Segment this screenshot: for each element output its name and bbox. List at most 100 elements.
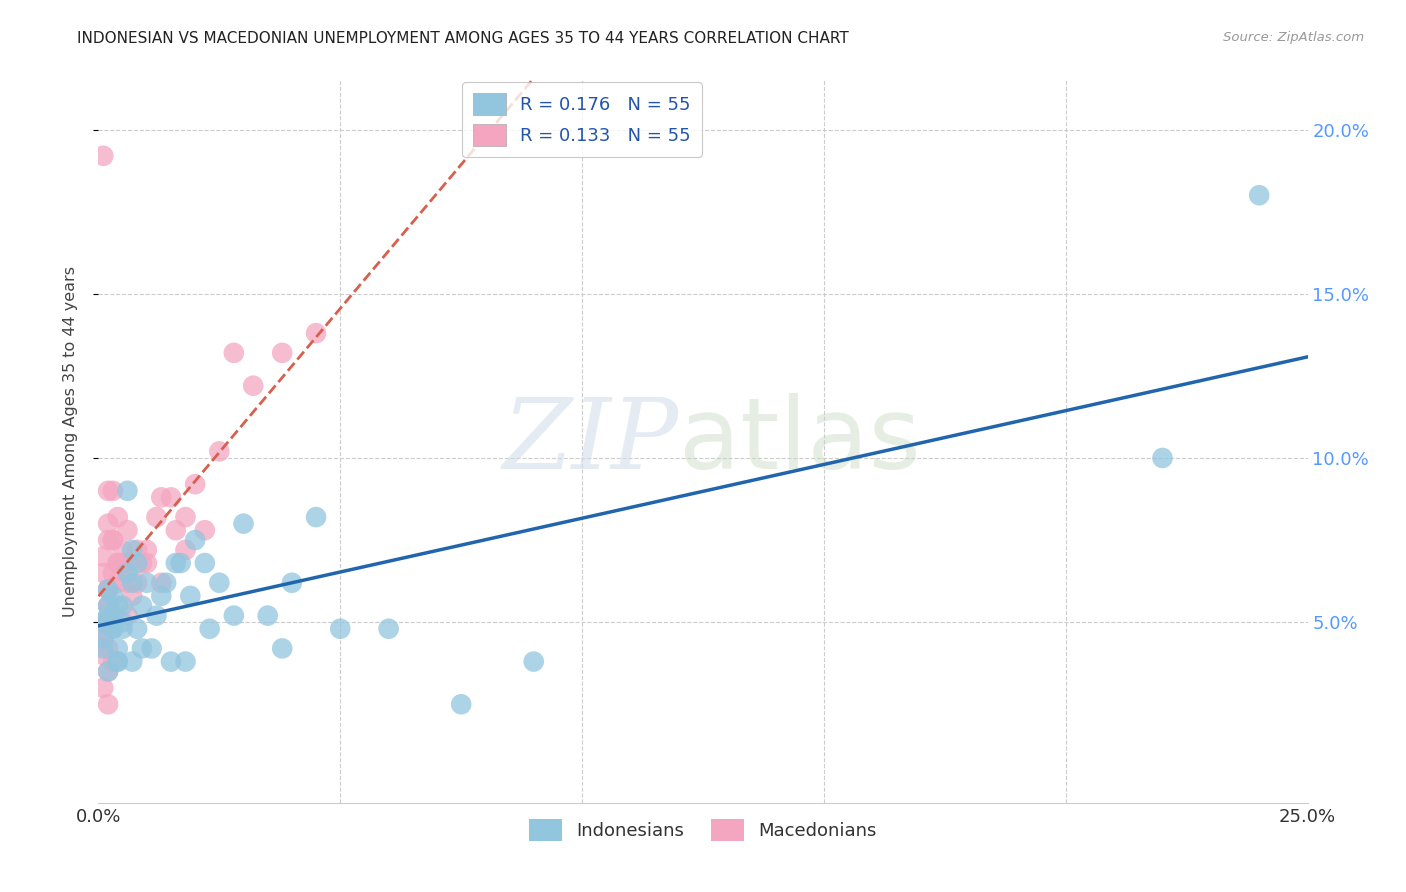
Point [165,556,187,570]
Point [127,575,149,590]
Point [165,523,187,537]
Point [101,589,124,603]
Point [135,542,157,557]
Point [150,575,173,590]
Point [174,510,197,524]
Point [91,615,114,630]
Point [97,582,120,597]
Point [117,523,139,537]
Point [117,556,139,570]
Point [450,698,472,712]
Point [111,542,134,557]
Text: INDONESIAN VS MACEDONIAN UNEMPLOYMENT AMONG AGES 35 TO 44 YEARS CORRELATION CHAR: INDONESIAN VS MACEDONIAN UNEMPLOYMENT AM… [77,31,849,46]
Point [97,608,120,623]
Point [155,575,177,590]
Point [377,622,399,636]
Point [160,491,183,505]
Point [305,326,328,340]
Point [127,556,149,570]
Point [107,655,129,669]
Point [271,641,294,656]
Point [150,491,173,505]
Point [523,655,546,669]
Point [208,444,231,458]
Point [305,510,328,524]
Point [91,632,114,646]
Point [127,622,149,636]
Point [1152,450,1174,465]
Point [97,698,120,712]
Point [101,655,124,669]
Point [184,477,207,491]
Point [91,566,114,580]
Point [107,575,129,590]
Point [198,622,221,636]
Point [131,556,153,570]
Point [150,589,173,603]
Point [97,665,120,679]
Point [222,346,245,360]
Point [91,648,114,662]
Text: Source: ZipAtlas.com: Source: ZipAtlas.com [1223,31,1364,45]
Point [141,641,163,656]
Point [169,556,191,570]
Point [111,599,134,613]
Point [145,608,167,623]
Point [107,599,129,613]
Point [1249,188,1271,202]
Point [107,510,129,524]
Point [97,516,120,531]
Point [194,523,217,537]
Point [101,533,124,547]
Point [101,533,124,547]
Point [117,483,139,498]
Point [117,575,139,590]
Point [97,533,120,547]
Point [91,615,114,630]
Point [222,608,245,623]
Point [91,681,114,695]
Point [131,599,153,613]
Point [329,622,352,636]
Point [97,599,120,613]
Point [97,615,120,630]
Point [97,665,120,679]
Point [121,542,143,557]
Point [107,641,129,656]
Y-axis label: Unemployment Among Ages 35 to 44 years: Unemployment Among Ages 35 to 44 years [63,266,77,617]
Point [111,556,134,570]
Point [179,589,201,603]
Point [271,346,294,360]
Point [121,655,143,669]
Point [101,566,124,580]
Point [107,655,129,669]
Point [145,510,167,524]
Point [97,599,120,613]
Point [174,542,197,557]
Text: ZIP: ZIP [502,394,679,489]
Point [121,575,143,590]
Point [135,556,157,570]
Point [256,608,278,623]
Point [121,589,143,603]
Point [97,599,120,613]
Point [174,655,197,669]
Point [107,556,129,570]
Point [91,641,114,656]
Point [97,641,120,656]
Point [208,575,231,590]
Point [101,615,124,630]
Point [117,608,139,623]
Point [184,533,207,547]
Point [242,378,264,392]
Point [281,575,304,590]
Point [232,516,254,531]
Point [91,149,114,163]
Point [101,608,124,623]
Point [160,655,183,669]
Point [101,608,124,623]
Point [107,556,129,570]
Point [101,622,124,636]
Point [97,582,120,597]
Point [101,483,124,498]
